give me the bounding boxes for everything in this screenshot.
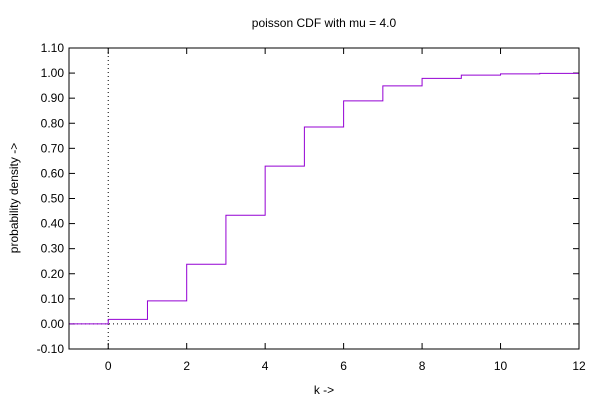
x-tick-label: 4 [262,359,269,373]
y-tick-label: 0.30 [41,242,65,256]
zero-reference-lines [69,48,579,349]
y-tick-label: 0.50 [41,192,65,206]
x-tick-label: 0 [105,359,112,373]
y-tick-label: 0.10 [41,292,65,306]
x-tick-label: 10 [494,359,508,373]
series-group [69,72,579,325]
chart-title: poisson CDF with mu = 4.0 [252,16,397,30]
y-tick-label: 0.20 [41,267,65,281]
x-tick-label: 6 [340,359,347,373]
y-axis-label: probability density -> [7,143,21,253]
x-tick-label: 8 [419,359,426,373]
axis-ticks [69,47,580,350]
series-step-line [69,72,579,325]
plot-frame [68,47,580,350]
x-tick-label: 2 [183,359,190,373]
y-tick-label: 0.60 [41,166,65,180]
y-tick-label: 0.70 [41,141,65,155]
x-tick-label: 12 [572,359,586,373]
y-tick-label: 0.90 [41,91,65,105]
y-tick-label: 1.10 [41,41,65,55]
y-tick-label: 1.00 [41,66,65,80]
y-tick-label: 0.00 [41,317,65,331]
x-axis-label: k -> [314,383,334,397]
y-tick-label: -0.10 [37,342,65,356]
axis-tick-labels: 0 2 4 6 8 10 12 -0.10 0.00 0.10 0.20 0.30 0.40 0.50 0.… [37,41,586,373]
y-tick-label: 0.80 [41,116,65,130]
y-tick-label: 0.40 [41,217,65,231]
